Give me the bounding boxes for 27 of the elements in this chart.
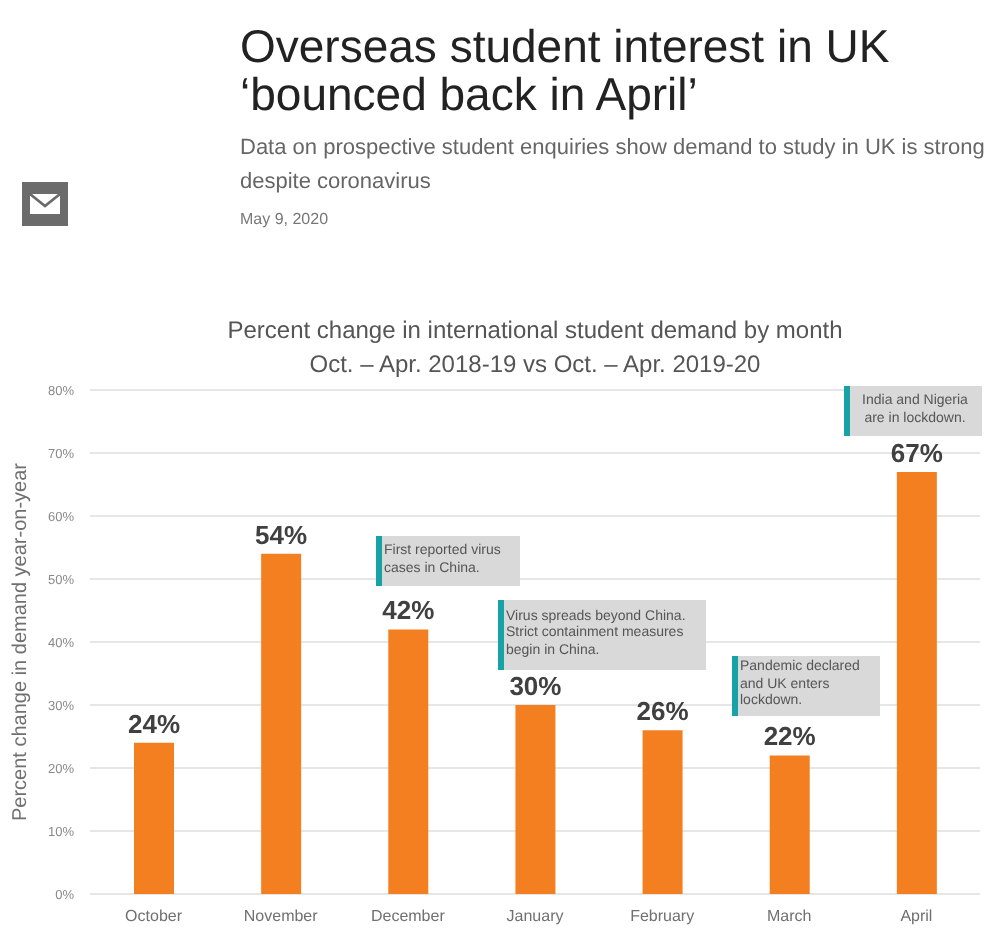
x-tick-label: January [506,907,564,926]
x-tick-label: February [630,907,695,926]
data-label: 67% [890,437,944,468]
text: May 9, 2020 [240,210,331,230]
bar [515,705,556,894]
x-tick-label: March [767,907,812,926]
x-tick-label: November [243,907,319,926]
text: Data on prospective student enquiries show demand to study in UK is strong despite coronavirus [240,134,987,198]
data-label: 30% [509,671,563,701]
chart-subtitle: Oct. – Apr. 2018-19 vs Oct. – Apr. 2019-20 [307,348,763,380]
bar [896,471,937,894]
data-label: 22% [763,721,817,752]
y-axis-title: Percent change in demand year-on-year [10,463,34,821]
bar [134,742,174,894]
x-tick-label: April [900,907,933,926]
x-tick-label: December [370,907,446,926]
bar [388,629,429,894]
x-tick-label: October [125,907,183,926]
data-label: 42% [382,595,436,626]
chart-title: Percent change in international student demand by month [225,314,845,346]
bar [642,730,683,894]
data-label: 26% [636,696,690,727]
data-label: 24% [127,708,181,739]
bar [261,553,302,894]
text: Overseas student interest in UK ‘bounced back in April’ [240,20,892,120]
bar [769,755,810,894]
data-label: 54% [255,519,309,550]
